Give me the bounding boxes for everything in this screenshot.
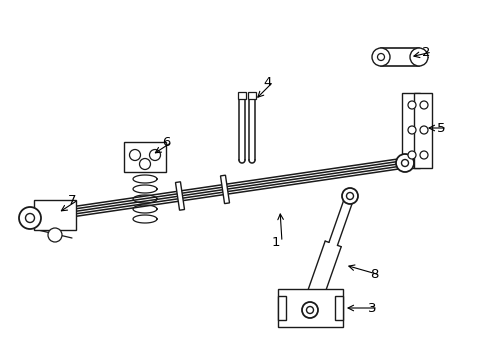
Circle shape xyxy=(419,101,427,109)
Circle shape xyxy=(346,193,353,199)
Circle shape xyxy=(149,149,160,161)
Text: 1: 1 xyxy=(271,235,280,248)
Circle shape xyxy=(25,213,35,222)
Circle shape xyxy=(48,228,62,242)
Bar xyxy=(238,91,245,99)
Circle shape xyxy=(419,126,427,134)
Circle shape xyxy=(306,306,313,314)
Circle shape xyxy=(139,158,150,170)
Text: 6: 6 xyxy=(162,135,170,148)
Text: 5: 5 xyxy=(436,122,445,135)
Bar xyxy=(334,296,342,320)
Circle shape xyxy=(401,159,407,166)
Circle shape xyxy=(395,154,413,172)
Bar xyxy=(247,91,256,99)
Bar xyxy=(220,175,229,204)
Circle shape xyxy=(129,149,140,161)
Text: 7: 7 xyxy=(68,194,76,207)
Circle shape xyxy=(407,151,415,159)
Circle shape xyxy=(341,188,357,204)
Circle shape xyxy=(409,48,427,66)
Circle shape xyxy=(371,48,389,66)
Bar xyxy=(175,182,184,210)
Text: 3: 3 xyxy=(367,302,376,315)
Bar xyxy=(124,142,165,172)
Bar xyxy=(380,48,418,66)
Bar xyxy=(277,289,342,327)
Bar xyxy=(401,93,419,167)
Text: 4: 4 xyxy=(263,76,271,89)
Bar xyxy=(413,93,431,167)
Text: 2: 2 xyxy=(421,45,429,58)
Circle shape xyxy=(407,126,415,134)
Text: 8: 8 xyxy=(369,269,378,282)
Bar xyxy=(277,296,285,320)
Circle shape xyxy=(407,101,415,109)
Circle shape xyxy=(419,151,427,159)
Bar xyxy=(34,200,76,230)
Circle shape xyxy=(302,302,317,318)
Circle shape xyxy=(377,54,384,60)
Circle shape xyxy=(19,207,41,229)
